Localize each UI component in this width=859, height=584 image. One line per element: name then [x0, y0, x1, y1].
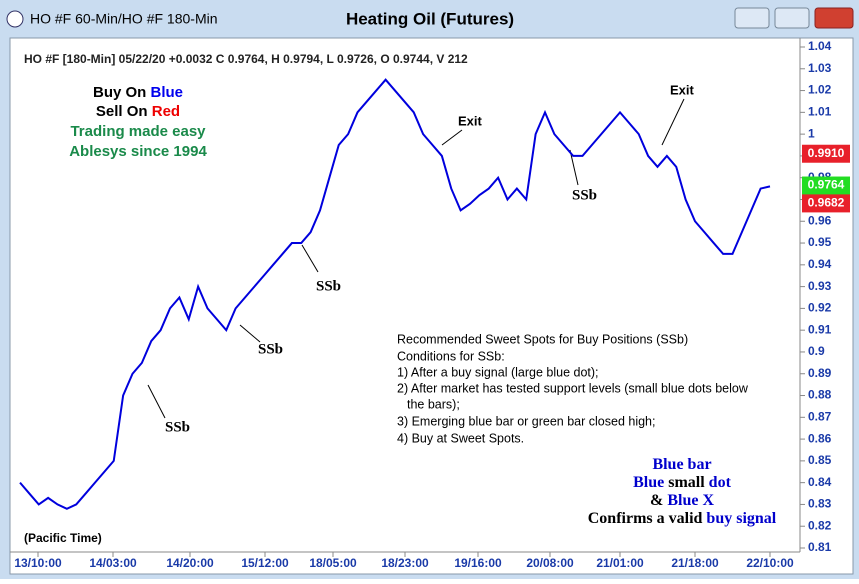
y-tick-label: 1 — [808, 126, 815, 140]
price-label-box — [802, 176, 850, 195]
x-tick-label: 21/18:00 — [671, 556, 719, 570]
x-tick-label: 18/05:00 — [309, 556, 357, 570]
note-line: Recommended Sweet Spots for Buy Position… — [397, 332, 688, 346]
price-label: 0.9764 — [808, 178, 845, 192]
price-line — [19, 78, 771, 510]
note-line: 2) After market has tested support level… — [397, 381, 749, 395]
x-tick-label: 15/12:00 — [241, 556, 289, 570]
sell-note: Sell On Red — [96, 103, 180, 120]
text: Blue bar — [652, 456, 711, 473]
buy-note: Buy On Blue — [93, 84, 183, 101]
text: dot — [709, 474, 732, 491]
arrow — [239, 324, 261, 343]
text: Blue X — [667, 492, 714, 509]
exit-label: Exit — [458, 113, 483, 128]
y-tick-label: 0.9 — [808, 344, 825, 358]
y-tick-label: 0.92 — [808, 301, 832, 315]
y-tick-label: 0.91 — [808, 322, 832, 336]
y-tick-label: 0.85 — [808, 453, 832, 467]
price-label-box — [802, 194, 850, 213]
y-tick-label: 0.86 — [808, 431, 832, 445]
arrow — [301, 244, 319, 273]
x-tick-label: 19/16:00 — [454, 556, 502, 570]
maximize-button[interactable] — [774, 7, 810, 29]
conditions-note: Recommended Sweet Spots for Buy Position… — [397, 332, 749, 445]
note-line: Conditions for SSb: — [397, 349, 505, 363]
x-tick-label: 14/03:00 — [89, 556, 137, 570]
y-tick-label: 0.89 — [808, 366, 832, 380]
y-tick-label: 0.82 — [808, 518, 832, 532]
x-tick-label: 22/10:00 — [746, 556, 794, 570]
note-line: 4) Buy at Sweet Spots. — [397, 431, 524, 445]
text: buy signal — [706, 510, 776, 527]
y-tick-label: 0.88 — [808, 388, 832, 402]
note-line: 3) Emerging blue bar or green bar closed… — [397, 414, 655, 428]
y-tick-label: 0.96 — [808, 213, 832, 227]
text: Red — [152, 103, 180, 120]
y-tick-label: 0.95 — [808, 235, 832, 249]
ssb-label: SSb — [165, 419, 190, 435]
price-label-box — [802, 144, 850, 163]
x-tick-label: 13/10:00 — [14, 556, 62, 570]
arrow — [147, 384, 166, 419]
y-tick-label: 0.84 — [808, 475, 832, 489]
y-tick-label: 0.94 — [808, 257, 832, 271]
x-tick-label: 21/01:00 — [596, 556, 644, 570]
exit-label: Exit — [670, 82, 695, 97]
y-tick-label: 0.87 — [808, 409, 832, 423]
x-tick-label: 20/08:00 — [526, 556, 574, 570]
note-line: & Blue X — [650, 492, 714, 509]
y-tick-label: 0.93 — [808, 279, 832, 293]
ssb-label: SSb — [258, 341, 283, 357]
text: Confirms a valid — [588, 510, 707, 527]
ssb-label: SSb — [316, 278, 341, 294]
app-icon — [6, 10, 24, 28]
y-tick-label: 1.03 — [808, 61, 832, 75]
x-tick-label: 14/20:00 — [166, 556, 214, 570]
slogan: Trading made easy — [70, 123, 206, 140]
arrow — [661, 98, 685, 146]
x-tick-label: 18/23:00 — [381, 556, 429, 570]
text: Blue — [633, 474, 664, 491]
timezone-label: (Pacific Time) — [24, 531, 102, 545]
note-line: Blue bar — [652, 456, 711, 473]
close-button[interactable] — [814, 7, 854, 29]
note-line: Confirms a valid buy signal — [588, 510, 777, 527]
note-line: 1) After a buy signal (large blue dot); — [397, 365, 599, 379]
window-title: HO #F 60-Min/HO #F 180-Min — [30, 11, 218, 27]
text: Buy On — [93, 84, 151, 101]
y-tick-label: 1.02 — [808, 83, 832, 97]
note-line: the bars); — [407, 397, 460, 411]
y-tick-label: 0.83 — [808, 497, 832, 511]
note-line: Blue small dot — [633, 474, 731, 491]
arrow — [441, 129, 463, 146]
price-label: 0.9910 — [808, 146, 845, 160]
chart-area — [9, 37, 854, 575]
slogan: Ablesys since 1994 — [69, 143, 207, 160]
text: Sell On — [96, 103, 152, 120]
y-tick-label: 0.81 — [808, 540, 832, 554]
text: & — [650, 492, 667, 509]
y-tick-label: 1.01 — [808, 105, 832, 119]
ssb-label: SSb — [572, 187, 597, 203]
quote-header: HO #F [180-Min] 05/22/20 +0.0032 C 0.976… — [24, 52, 468, 66]
price-label: 0.9682 — [808, 196, 845, 210]
legend-note: Blue bar Blue small dot & Blue X Confirm… — [588, 456, 777, 527]
text: Blue — [151, 84, 184, 101]
minimize-button[interactable] — [734, 7, 770, 29]
y-tick-label: 1.04 — [808, 39, 832, 53]
text: small — [664, 474, 708, 491]
chart-title: Heating Oil (Futures) — [346, 9, 514, 28]
arrow — [569, 149, 579, 186]
